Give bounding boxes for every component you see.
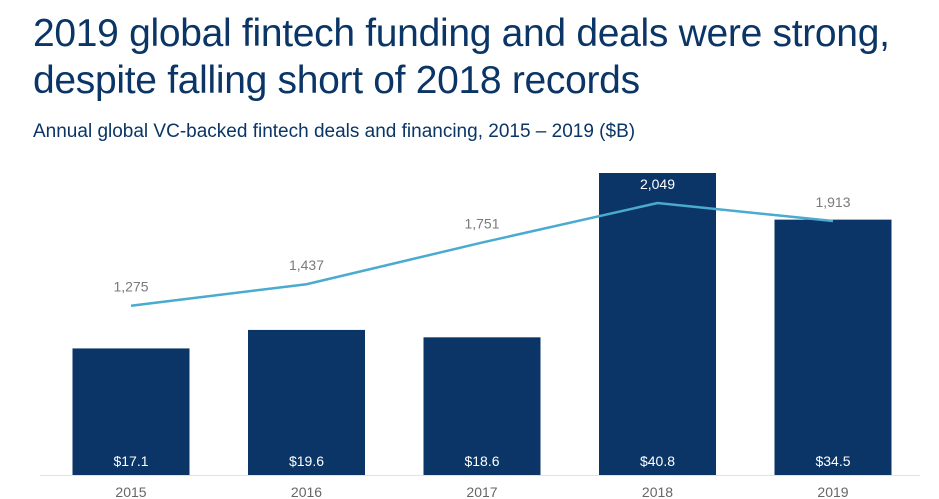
x-tick-label-2019: 2019	[817, 484, 848, 499]
deal-count-label-2019: 1,913	[815, 194, 850, 210]
bar-2019	[774, 219, 892, 475]
bar-2018	[599, 173, 716, 475]
bar-2017	[423, 337, 541, 475]
x-tick-label-2015: 2015	[115, 484, 146, 499]
deal-count-label-2015: 1,275	[113, 279, 148, 295]
bar-value-label-2019: $34.5	[815, 453, 850, 469]
chart-title: 2019 global fintech funding and deals we…	[33, 12, 890, 102]
deal-count-label-2017: 1,751	[464, 216, 499, 232]
bar-value-label-2016: $19.6	[289, 453, 324, 469]
x-tick-label-2018: 2018	[642, 484, 673, 499]
x-tick-label-2016: 2016	[291, 484, 322, 499]
chart-subtitle: Annual global VC-backed fintech deals an…	[33, 121, 636, 142]
bar-2015	[72, 348, 190, 475]
bar-2016	[248, 329, 365, 475]
bar-value-label-2018: $40.8	[640, 453, 675, 469]
bar-value-label-2017: $18.6	[464, 453, 499, 469]
bar-value-label-2015: $17.1	[113, 453, 148, 469]
deals-line	[130, 201, 834, 307]
deal-count-label-2016: 1,437	[289, 257, 324, 273]
deal-count-label-2018: 2,049	[640, 176, 675, 192]
x-tick-label-2017: 2017	[466, 484, 497, 499]
